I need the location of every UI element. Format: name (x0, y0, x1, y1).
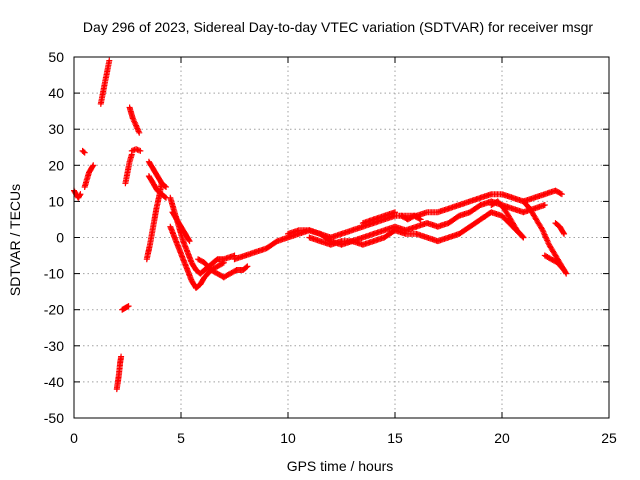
series-s06 (119, 303, 132, 313)
series-markers (128, 146, 144, 154)
x-tick-label: 0 (70, 430, 78, 446)
x-tick-label: 15 (387, 430, 403, 446)
series-markers (119, 303, 132, 313)
series-s15 (169, 209, 193, 245)
series-markers (169, 209, 193, 245)
series-markers (126, 104, 143, 136)
series-s09 (128, 146, 144, 154)
series-s13 (167, 194, 238, 277)
series-markers (113, 353, 125, 393)
chart-title: Day 296 of 2023, Sidereal Day-to-day VTE… (83, 19, 593, 35)
series-s26 (552, 220, 568, 237)
series-markers (167, 194, 238, 277)
series-s12 (145, 173, 170, 201)
y-tick-label: -40 (44, 374, 64, 390)
series-s03 (81, 162, 97, 190)
y-tick-label: 30 (48, 121, 64, 137)
series-markers (541, 252, 568, 273)
series-markers (79, 147, 88, 156)
series-markers (195, 256, 227, 281)
x-tick-label: 20 (494, 430, 510, 446)
series-s07 (122, 151, 135, 187)
series-markers (398, 212, 424, 223)
y-axis-title: SDTVAR / TECUs (7, 184, 23, 296)
axis-ticks (73, 56, 610, 419)
x-tick-label: 10 (280, 430, 296, 446)
series-s01 (71, 187, 84, 201)
y-tick-label: -10 (44, 266, 64, 282)
y-tick-label: 20 (48, 157, 64, 173)
y-tick-label: 0 (56, 230, 64, 246)
x-axis-title: GPS time / hours (287, 458, 394, 474)
y-tick-label: 40 (48, 85, 64, 101)
series-s17 (220, 263, 251, 281)
series-markers (220, 263, 251, 281)
y-tick-labels: 50 40 30 20 10 0 -10 -20 -30 -40 -50 (44, 49, 64, 426)
series-markers (145, 158, 170, 190)
series-s05 (113, 353, 125, 393)
series-s23 (488, 198, 527, 241)
series-s21 (359, 209, 398, 227)
y-tick-label: -50 (44, 410, 64, 426)
x-tick-labels: 0 5 10 15 20 25 (70, 430, 617, 446)
data-points (71, 57, 570, 393)
series-markers (552, 220, 568, 237)
series-s20 (306, 209, 527, 248)
x-tick-label: 5 (177, 430, 185, 446)
y-tick-label: -20 (44, 302, 64, 318)
series-s08 (126, 104, 143, 136)
series-s22 (398, 212, 424, 223)
series-markers (145, 173, 170, 201)
series-markers (81, 162, 97, 190)
series-markers (71, 187, 84, 201)
series-markers (122, 151, 135, 187)
y-tick-label: 10 (48, 193, 64, 209)
series-s25 (541, 252, 568, 273)
series-s02 (79, 147, 88, 156)
x-tick-label: 25 (601, 430, 617, 446)
y-tick-label: 50 (48, 49, 64, 65)
series-markers (488, 198, 527, 241)
y-tick-label: -30 (44, 338, 64, 354)
series-s04 (97, 57, 113, 107)
series-markers (359, 209, 398, 227)
series-markers (306, 209, 527, 248)
series-s16 (195, 256, 227, 281)
series-s11 (145, 158, 170, 190)
series-markers (97, 57, 113, 107)
